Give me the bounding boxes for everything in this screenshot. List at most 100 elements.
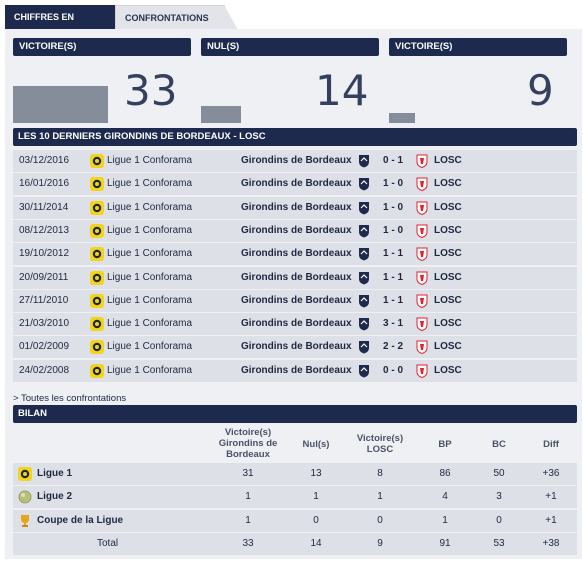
match-home-team: Girondins de Bordeaux	[241, 341, 352, 353]
match-away-team: LOSC	[434, 294, 462, 306]
draws-header: NUL(S)	[201, 38, 379, 56]
bilan-value: 0	[313, 514, 319, 526]
match-score: 0 - 0	[383, 364, 404, 376]
bilan-value: +1	[545, 514, 557, 526]
match-row[interactable]: 20/09/2011 Ligue 1 Conforama Girondins de …	[13, 266, 577, 289]
away-wins-bar	[389, 113, 415, 123]
bilan-value: 3	[496, 491, 502, 503]
last-matches-header: LES 10 DERNIERS GIRONDINS DE BORDEAUX - …	[13, 128, 577, 146]
match-date: 19/10/2012	[19, 248, 70, 260]
losc-crest-icon	[416, 177, 428, 192]
match-row[interactable]: 24/02/2008 Ligue 1 Conforama Girondins de …	[13, 359, 577, 382]
bilan-value: 13	[310, 468, 322, 479]
match-home-team: Girondins de Bordeaux	[241, 224, 352, 236]
match-home-team: Girondins de Bordeaux	[241, 271, 352, 283]
match-competition: Ligue 1 Conforama	[107, 271, 193, 283]
bordeaux-crest-icon	[358, 271, 370, 285]
match-away-team: LOSC	[434, 364, 462, 376]
ligue1-logo-icon	[90, 317, 104, 332]
match-away-team: LOSC	[434, 224, 462, 236]
col-home-wins-line1: Victoire(s)	[224, 427, 272, 438]
match-competition: Ligue 1 Conforama	[107, 294, 193, 306]
bilan-row: Ligue 2 1 1 1 4 3 +1	[13, 486, 577, 509]
home-wins-bar	[13, 86, 108, 123]
col-diff: Diff	[543, 439, 559, 450]
ligue1-logo-icon	[90, 270, 104, 285]
draws-bar	[201, 106, 241, 123]
col-bc: BC	[492, 439, 506, 450]
match-date: 21/03/2010	[19, 318, 70, 330]
match-date: 01/02/2009	[19, 341, 70, 353]
match-date: 03/12/2016	[19, 155, 70, 166]
bilan-total-value: 33	[242, 537, 254, 549]
match-home-team: Girondins de Bordeaux	[241, 178, 352, 190]
ligue1-logo-icon	[90, 293, 104, 308]
match-row[interactable]: 01/02/2009 Ligue 1 Conforama Girondins de …	[13, 336, 577, 359]
match-row[interactable]: 30/11/2014 Ligue 1 Conforama Girondins de …	[13, 196, 577, 219]
match-away-team: LOSC	[434, 248, 462, 260]
bordeaux-crest-icon	[358, 364, 370, 378]
col-home-wins-line3: Bordeaux	[226, 449, 270, 460]
all-matches-link[interactable]: > Toutes les confrontations	[13, 393, 127, 404]
match-date: 30/11/2014	[19, 201, 69, 213]
match-away-team: LOSC	[434, 201, 462, 213]
bilan-total-value: 14	[310, 537, 322, 549]
col-home-wins: Victoire(s) Girondins de Bordeaux	[203, 427, 293, 460]
match-row[interactable]: 27/11/2010 Ligue 1 Conforama Girondins de …	[13, 289, 577, 312]
ligue1-logo-icon	[90, 340, 104, 355]
match-row[interactable]: 03/12/2016 Ligue 1 Conforama Girondins de …	[13, 150, 577, 172]
match-row[interactable]: 08/12/2013 Ligue 1 Conforama Girondins de …	[13, 219, 577, 242]
col-away-wins-line2: LOSC	[366, 444, 394, 455]
losc-crest-icon	[416, 247, 428, 262]
match-row[interactable]: 16/01/2016 Ligue 1 Conforama Girondins de …	[13, 173, 577, 196]
match-competition: Ligue 1 Conforama	[107, 318, 193, 330]
tab-chiffres-en-cours[interactable]: CHIFFRES EN COURS	[5, 5, 115, 46]
match-date: 24/02/2008	[19, 364, 70, 376]
bilan-value: 1	[442, 514, 448, 526]
bilan-table-header: Victoire(s) Girondins de Bordeaux Nul(s)…	[13, 425, 577, 460]
bilan-value: 31	[242, 468, 254, 479]
bilan-header: BILAN	[13, 405, 577, 423]
match-home-team: Girondins de Bordeaux	[241, 201, 352, 213]
losc-crest-icon	[416, 294, 428, 308]
match-score: 1 - 0	[383, 178, 404, 190]
match-competition: Ligue 1 Conforama	[107, 341, 193, 353]
col-away-wins: Victoire(s) LOSC	[349, 433, 411, 455]
ligue1-logo-icon	[90, 200, 104, 215]
match-away-team: LOSC	[434, 341, 462, 353]
bilan-value: 1	[245, 514, 251, 526]
bilan-value: 1	[313, 491, 319, 503]
col-bp: BP	[438, 439, 452, 450]
bordeaux-crest-icon	[358, 224, 370, 238]
match-away-team: LOSC	[434, 155, 462, 166]
tab-confrontations[interactable]: CONFRONTATIONS	[115, 5, 238, 30]
match-row[interactable]: 19/10/2012 Ligue 1 Conforama Girondins de …	[13, 243, 577, 266]
match-score: 0 - 1	[383, 155, 404, 166]
bilan-competition: Ligue 2	[37, 491, 73, 503]
match-home-team: Girondins de Bordeaux	[241, 318, 352, 330]
bilan-value: 0	[496, 514, 502, 526]
bilan-row: Coupe de la Ligue 1 0 0 1 0 +1	[13, 509, 577, 532]
away-wins-header: VICTOIRE(S)	[389, 38, 567, 56]
bordeaux-crest-icon	[358, 201, 370, 215]
ligue2-ball-icon	[18, 490, 32, 504]
ligue1-logo-icon	[18, 467, 32, 481]
bordeaux-crest-icon	[358, 317, 370, 331]
bilan-row: Ligue 1 31 13 8 86 50 +36	[13, 463, 577, 485]
match-competition: Ligue 1 Conforama	[107, 224, 193, 236]
bilan-value: 86	[439, 468, 451, 479]
bordeaux-crest-icon	[358, 247, 370, 261]
bilan-value: 4	[442, 491, 448, 503]
match-competition: Ligue 1 Conforama	[107, 248, 193, 260]
bilan-value: 1	[377, 491, 383, 503]
match-date: 16/01/2016	[19, 178, 70, 190]
losc-crest-icon	[416, 317, 428, 332]
match-row[interactable]: 21/03/2010 Ligue 1 Conforama Girondins de …	[13, 313, 577, 336]
draws-count: 14	[315, 66, 369, 115]
match-away-team: LOSC	[434, 178, 462, 190]
match-score: 1 - 1	[383, 271, 404, 283]
bilan-total-label: Total	[97, 537, 119, 549]
match-score: 1 - 1	[383, 294, 404, 306]
bordeaux-crest-icon	[358, 294, 370, 308]
bordeaux-crest-icon	[358, 154, 370, 168]
